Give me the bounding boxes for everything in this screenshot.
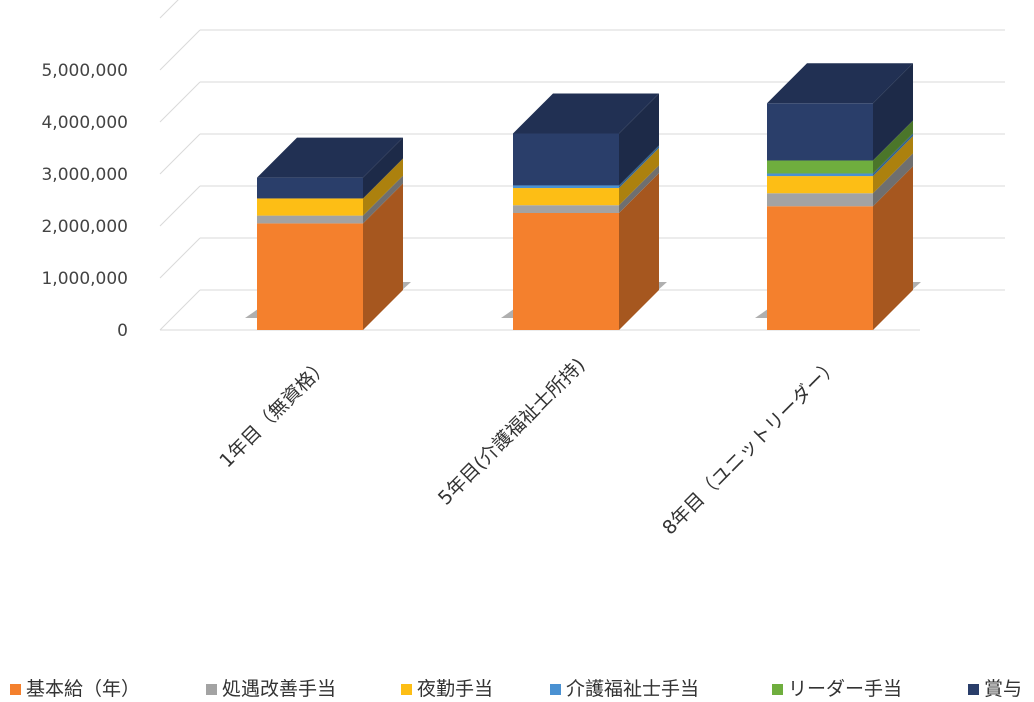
- bar-segment-side: [619, 148, 659, 206]
- bar-segment-side: [619, 145, 659, 189]
- bar-segment-side: [363, 158, 403, 216]
- legend-label: リーダー手当: [788, 678, 903, 700]
- legend-item: 処遇改善手当: [206, 676, 336, 702]
- gridline-diagonal: [159, 133, 201, 175]
- legend-item: リーダー手当: [772, 676, 902, 702]
- bar-segment: [513, 133, 619, 186]
- y-axis-tick-labels: 0 1,000,000 2,000,000 3,000,000 4,000,000 5,0…: [41, 61, 128, 341]
- gridline-diagonal: [159, 29, 201, 71]
- bar-segment: [513, 185, 619, 189]
- x-axis-tick-labels: 1年目（無資格） 5年目(介護福祉士所持) 8年目（ユニットリーダー）: [215, 354, 843, 539]
- gridline-diagonal: [159, 0, 179, 19]
- gridline-diagonal: [159, 289, 201, 331]
- x-tick-label: 8年目（ユニットリーダー）: [658, 354, 843, 539]
- legend-swatch: [401, 684, 412, 695]
- bar-segment-side: [619, 165, 659, 213]
- legend-label: 基本給（年）: [26, 678, 141, 700]
- bar-segment-side: [619, 93, 659, 186]
- y-tick-label: 4,000,000: [41, 113, 128, 133]
- y-tick-label: 5,000,000: [41, 61, 128, 81]
- x-tick-label: 5年目(介護福祉士所持): [434, 354, 590, 510]
- y-tick-label: 1,000,000: [41, 269, 128, 289]
- bar-segment: [767, 160, 873, 174]
- legend-item: 介護福祉士手当: [550, 676, 699, 702]
- bar-segment-side: [363, 183, 403, 330]
- legend-label: 賞与: [984, 678, 1023, 700]
- y-tick-label: 0: [117, 321, 128, 341]
- legend-label: 介護福祉士手当: [566, 678, 700, 700]
- bar-segment-side: [363, 175, 403, 224]
- gridline-diagonal: [159, 81, 201, 123]
- bar-top: [513, 93, 659, 134]
- x-tick-label: 1年目（無資格）: [215, 354, 333, 472]
- bar-segment: [257, 215, 363, 224]
- bar-top: [767, 63, 913, 104]
- y-tick-label: 2,000,000: [41, 217, 128, 237]
- gridline-diagonal: [159, 237, 201, 279]
- bar-segment: [257, 198, 363, 216]
- bar-segment: [513, 188, 619, 206]
- bar-segment: [767, 193, 873, 207]
- legend-swatch: [206, 684, 217, 695]
- bar-segment-side: [873, 136, 913, 194]
- legend: 基本給（年） 処遇改善手当 夜勤手当 介護福祉士手当 リーダー手当 賞与: [10, 676, 1032, 702]
- legend-swatch: [10, 684, 21, 695]
- bar-segment-side: [873, 153, 913, 207]
- bar-segment: [767, 206, 873, 330]
- bar-segment: [257, 223, 363, 330]
- gridline-diagonal: [159, 185, 201, 227]
- legend-item: 基本給（年）: [10, 676, 140, 702]
- chart-svg: 0 1,000,000 2,000,000 3,000,000 4,000,000 5,0…: [41, 0, 1005, 539]
- bars: [245, 63, 921, 330]
- bar-segment: [513, 205, 619, 213]
- bar-segment: [767, 103, 873, 161]
- bar-segment: [257, 177, 363, 199]
- bar-segment-side: [619, 173, 659, 330]
- legend-label: 夜勤手当: [417, 678, 494, 700]
- bar-segment-side: [873, 63, 913, 161]
- y-tick-label: 3,000,000: [41, 165, 128, 185]
- bar-segment: [767, 176, 873, 194]
- legend-swatch: [968, 684, 979, 695]
- legend-swatch: [550, 684, 561, 695]
- bar-segment-side: [873, 166, 913, 330]
- bar-segment-side: [363, 137, 403, 199]
- bar-segment: [767, 173, 873, 177]
- legend-item: 賞与: [968, 676, 1022, 702]
- bar-top: [257, 137, 403, 178]
- bar-segment-side: [873, 120, 913, 174]
- legend-label: 処遇改善手当: [222, 678, 337, 700]
- legend-item: 夜勤手当: [401, 676, 493, 702]
- bar-segment: [513, 213, 619, 330]
- legend-swatch: [772, 684, 783, 695]
- bar-segment-side: [873, 133, 913, 177]
